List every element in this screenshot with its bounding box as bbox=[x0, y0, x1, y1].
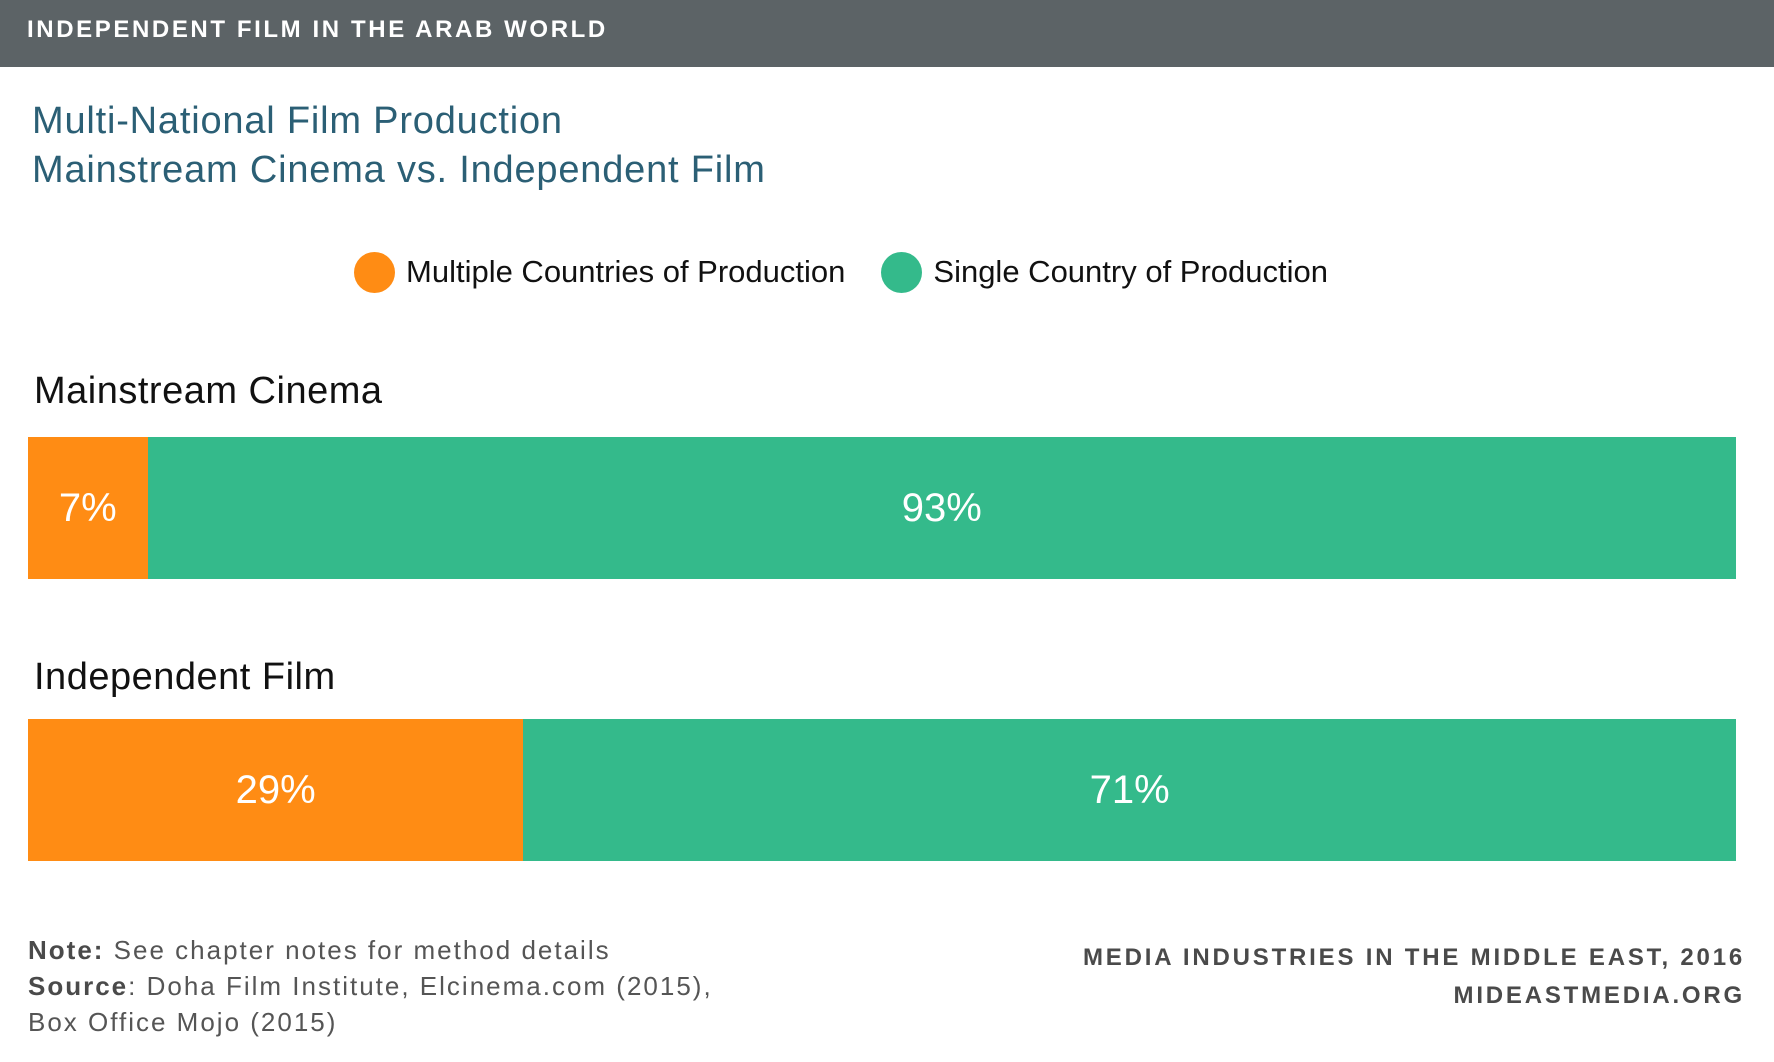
legend-label-single: Single Country of Production bbox=[933, 254, 1329, 289]
bar-mainstream: 7% 93% bbox=[28, 437, 1736, 579]
legend-label-multiple: Multiple Countries of Production bbox=[406, 254, 846, 289]
source-text: : Doha Film Institute, Elcinema.com (201… bbox=[28, 971, 713, 1037]
footnote: Note: See chapter notes for method detai… bbox=[28, 932, 728, 1040]
header-bar: INDEPENDENT FILM IN THE ARAB WORLD bbox=[0, 0, 1774, 67]
legend-item-multiple: Multiple Countries of Production bbox=[354, 251, 846, 293]
data-label-independent-multiple: 29% bbox=[235, 767, 316, 812]
note-label: Note: bbox=[28, 935, 105, 965]
chart-title-line-1: Multi-National Film Production bbox=[32, 100, 563, 142]
legend-dot-multiple bbox=[354, 251, 395, 293]
legend-dot-single bbox=[881, 251, 923, 293]
data-label-mainstream-multiple: 7% bbox=[58, 485, 117, 530]
note-line: Note: See chapter notes for method detai… bbox=[28, 932, 728, 968]
bar-segment-independent-single: 71% bbox=[523, 719, 1736, 861]
data-label-mainstream-single: 93% bbox=[901, 485, 982, 530]
source-line: Source: Doha Film Institute, Elcinema.co… bbox=[28, 968, 728, 1040]
credit-website: MIDEASTMEDIA.ORG bbox=[1453, 982, 1745, 1009]
bar-heading-independent: Independent Film bbox=[34, 656, 336, 698]
bar-segment-mainstream-single: 93% bbox=[147, 437, 1736, 579]
bar-heading-mainstream: Mainstream Cinema bbox=[34, 370, 383, 412]
source-label: Source bbox=[28, 971, 129, 1001]
credit-publication: MEDIA INDUSTRIES IN THE MIDDLE EAST, 201… bbox=[1083, 944, 1745, 971]
bar-independent: 29% 71% bbox=[28, 719, 1736, 861]
legend: Multiple Countries of Production Single … bbox=[354, 250, 1364, 294]
note-text: See chapter notes for method details bbox=[113, 935, 611, 965]
data-label-independent-single: 71% bbox=[1089, 767, 1170, 812]
legend-item-single: Single Country of Production bbox=[881, 251, 1329, 293]
chart-title-line-2: Mainstream Cinema vs. Independent Film bbox=[32, 149, 766, 191]
header-label: INDEPENDENT FILM IN THE ARAB WORLD bbox=[27, 16, 608, 43]
bar-segment-independent-multiple: 29% bbox=[28, 719, 524, 861]
bar-segment-mainstream-multiple: 7% bbox=[28, 437, 148, 579]
